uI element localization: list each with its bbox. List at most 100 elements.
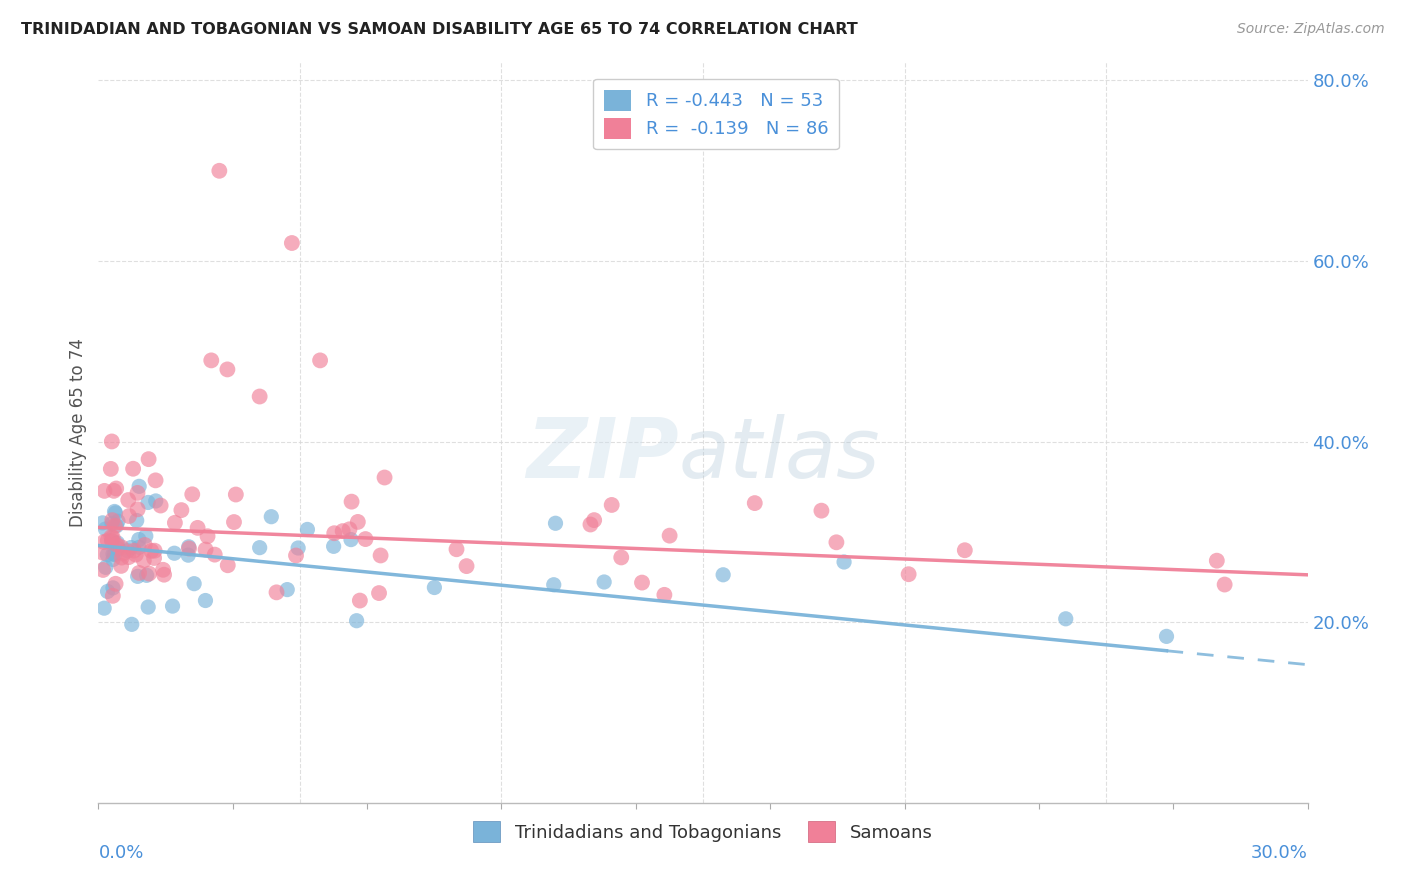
Point — [93, 535, 115, 549]
Point — [105, 538, 128, 552]
Point — [127, 502, 149, 516]
Point — [654, 588, 676, 602]
Point — [832, 555, 855, 569]
Point — [96, 584, 118, 599]
Point — [153, 567, 176, 582]
Point — [128, 479, 150, 493]
Point — [346, 515, 368, 529]
Point — [217, 362, 239, 376]
Point — [117, 543, 139, 558]
Point — [103, 483, 125, 498]
Point — [121, 617, 143, 632]
Point — [374, 470, 396, 484]
Point — [136, 495, 159, 509]
Point — [825, 535, 848, 549]
Point — [162, 599, 184, 613]
Point — [346, 614, 368, 628]
Point — [101, 589, 124, 603]
Point — [141, 544, 163, 558]
Point — [187, 521, 209, 535]
Point — [91, 516, 114, 530]
Point — [101, 516, 124, 531]
Point — [104, 576, 127, 591]
Point — [287, 541, 309, 555]
Point — [340, 533, 363, 547]
Point — [222, 515, 245, 529]
Point — [127, 486, 149, 500]
Point — [117, 493, 139, 508]
Point — [93, 601, 115, 615]
Point — [810, 503, 832, 517]
Point — [128, 566, 150, 580]
Point — [194, 593, 217, 607]
Point — [128, 541, 150, 555]
Point — [177, 540, 200, 554]
Point — [101, 531, 124, 545]
Point — [143, 543, 166, 558]
Point — [94, 560, 117, 574]
Point — [197, 529, 219, 543]
Text: TRINIDADIAN AND TOBAGONIAN VS SAMOAN DISABILITY AGE 65 TO 74 CORRELATION CHART: TRINIDADIAN AND TOBAGONIAN VS SAMOAN DIS… — [21, 22, 858, 37]
Point — [149, 499, 172, 513]
Point — [120, 541, 142, 555]
Point — [276, 582, 298, 597]
Point — [145, 494, 167, 508]
Point — [138, 566, 160, 581]
Point — [285, 549, 308, 563]
Point — [217, 558, 239, 573]
Point — [93, 483, 115, 498]
Point — [600, 498, 623, 512]
Point — [104, 518, 127, 533]
Point — [101, 547, 124, 561]
Point — [134, 538, 156, 552]
Point — [100, 530, 122, 544]
Point — [117, 550, 139, 565]
Point — [107, 541, 129, 556]
Point — [177, 548, 200, 562]
Y-axis label: Disability Age 65 to 74: Disability Age 65 to 74 — [69, 338, 87, 527]
Point — [91, 563, 114, 577]
Point — [94, 522, 117, 536]
Point — [579, 517, 602, 532]
Point — [249, 390, 271, 404]
Point — [163, 516, 186, 530]
Point — [208, 163, 231, 178]
Point — [135, 529, 157, 543]
Point — [658, 528, 681, 542]
Point — [543, 578, 565, 592]
Text: atlas: atlas — [679, 414, 880, 495]
Point — [152, 563, 174, 577]
Point — [128, 533, 150, 547]
Point — [101, 534, 124, 549]
Point — [105, 518, 128, 533]
Point — [204, 548, 226, 562]
Point — [1054, 612, 1077, 626]
Point — [125, 548, 148, 562]
Point — [249, 541, 271, 555]
Point — [194, 542, 217, 557]
Point — [349, 593, 371, 607]
Point — [111, 550, 134, 565]
Text: 0.0%: 0.0% — [98, 844, 143, 862]
Point — [309, 353, 332, 368]
Point — [897, 567, 920, 582]
Point — [297, 523, 319, 537]
Point — [101, 581, 124, 595]
Point — [103, 548, 125, 562]
Point — [368, 586, 391, 600]
Point — [127, 569, 149, 583]
Point — [423, 581, 446, 595]
Point — [953, 543, 976, 558]
Point — [322, 539, 344, 553]
Point — [544, 516, 567, 531]
Point — [96, 548, 118, 562]
Point — [583, 513, 606, 527]
Point — [183, 576, 205, 591]
Point — [1213, 577, 1236, 591]
Point — [281, 235, 304, 250]
Text: 30.0%: 30.0% — [1251, 844, 1308, 862]
Point — [104, 506, 127, 520]
Point — [118, 509, 141, 524]
Point — [110, 558, 132, 573]
Point — [340, 494, 363, 508]
